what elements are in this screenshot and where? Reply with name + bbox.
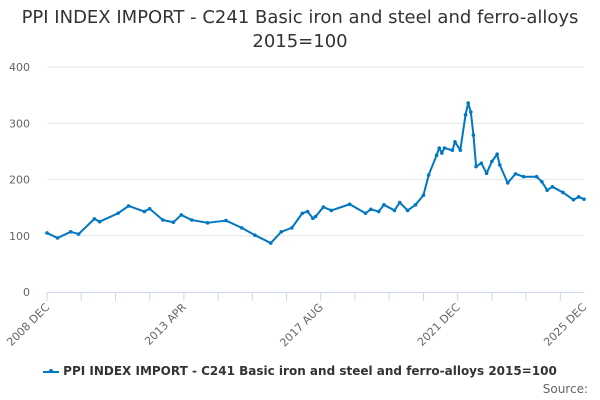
data-point bbox=[497, 163, 502, 167]
source-label: Source: bbox=[542, 382, 588, 396]
data-point bbox=[453, 140, 457, 144]
data-point bbox=[126, 204, 131, 208]
series-line bbox=[46, 102, 585, 245]
data-point bbox=[376, 209, 381, 214]
chart-title: PPI INDEX IMPORT - C241 Basic iron and s… bbox=[21, 7, 579, 52]
legend-swatch-icon bbox=[43, 369, 60, 373]
data-point bbox=[466, 101, 470, 105]
x-tick-label: 2008 DEC bbox=[4, 301, 52, 349]
data-point bbox=[450, 148, 455, 153]
data-point bbox=[179, 213, 184, 217]
data-point bbox=[97, 219, 102, 224]
data-point bbox=[484, 171, 489, 176]
data-point bbox=[55, 236, 60, 240]
data-point bbox=[363, 211, 368, 216]
data-point bbox=[329, 208, 334, 213]
y-tick-label: 100 bbox=[9, 230, 30, 243]
data-point bbox=[68, 230, 73, 234]
data-point bbox=[521, 174, 526, 179]
data-point bbox=[392, 208, 397, 213]
y-tick-label: 400 bbox=[9, 61, 30, 74]
x-tick-label: 2013 APR bbox=[142, 301, 189, 348]
data-point bbox=[224, 218, 228, 223]
data-point bbox=[268, 241, 273, 245]
data-point bbox=[463, 113, 468, 117]
data-point bbox=[347, 202, 352, 207]
data-point bbox=[368, 207, 373, 212]
data-point bbox=[561, 190, 565, 195]
data-point bbox=[540, 179, 544, 184]
data-point bbox=[239, 226, 244, 230]
data-point bbox=[45, 231, 49, 235]
legend-label: PPI INDEX IMPORT - C241 Basic iron and s… bbox=[63, 364, 557, 378]
data-point bbox=[161, 218, 165, 222]
y-tick-label: 200 bbox=[9, 174, 30, 187]
data-point bbox=[92, 217, 97, 221]
data-point bbox=[437, 146, 442, 150]
data-point bbox=[471, 133, 476, 137]
data-point bbox=[205, 221, 210, 225]
y-tick-label: 0 bbox=[23, 286, 30, 299]
data-point bbox=[479, 161, 484, 165]
data-point bbox=[321, 205, 326, 209]
y-tick-label: 300 bbox=[9, 117, 30, 130]
data-point bbox=[534, 174, 539, 179]
data-point bbox=[413, 203, 418, 207]
data-point bbox=[495, 152, 499, 156]
data-point bbox=[550, 185, 555, 189]
data-point bbox=[116, 211, 120, 216]
data-point bbox=[576, 195, 581, 199]
data-point bbox=[513, 172, 518, 176]
data-point bbox=[545, 188, 549, 192]
data-point bbox=[505, 181, 510, 185]
data-point bbox=[474, 164, 478, 169]
data-point bbox=[171, 220, 176, 225]
x-tick-label: 2021 DEC bbox=[415, 301, 463, 349]
data-point bbox=[305, 209, 310, 214]
data-point bbox=[421, 193, 426, 198]
data-point bbox=[405, 208, 410, 213]
data-point bbox=[189, 218, 194, 222]
x-tick-label: 2025 DEC bbox=[541, 301, 589, 349]
legend-item[interactable]: PPI INDEX IMPORT - C241 Basic iron and s… bbox=[0, 364, 600, 378]
x-tick-label: 2017 AUG bbox=[277, 301, 326, 350]
data-point bbox=[490, 159, 494, 164]
data-point bbox=[382, 203, 386, 207]
data-point bbox=[142, 209, 147, 214]
data-point bbox=[426, 173, 431, 177]
data-point bbox=[279, 230, 284, 234]
data-point bbox=[571, 197, 576, 202]
data-point bbox=[253, 233, 257, 237]
data-point bbox=[76, 232, 81, 236]
data-point bbox=[290, 226, 294, 230]
data-point bbox=[397, 200, 402, 205]
data-point bbox=[434, 153, 439, 158]
data-point bbox=[440, 151, 444, 155]
data-point bbox=[313, 214, 318, 219]
data-point bbox=[442, 146, 447, 150]
data-point bbox=[469, 110, 473, 114]
data-point bbox=[147, 206, 152, 211]
data-point bbox=[458, 148, 463, 153]
data-point bbox=[582, 197, 586, 201]
data-point bbox=[311, 216, 315, 221]
data-point bbox=[300, 211, 305, 216]
